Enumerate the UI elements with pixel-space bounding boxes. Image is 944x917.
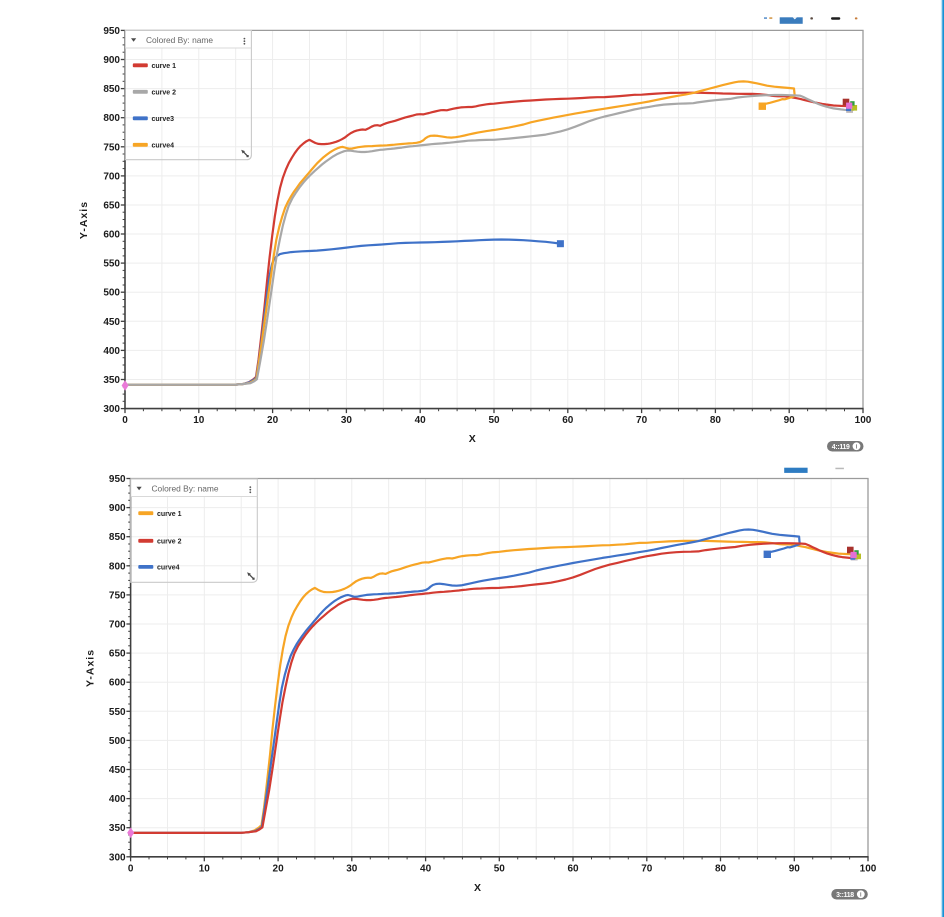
svg-text:curve 1: curve 1 [157,511,182,518]
svg-text:750: 750 [103,142,120,153]
svg-text:Y-Axis: Y-Axis [78,201,90,239]
svg-text:0: 0 [122,415,128,426]
svg-text:500: 500 [109,736,126,747]
svg-text:40: 40 [415,415,427,426]
svg-text:Colored By: name: Colored By: name [152,484,219,494]
svg-text:10: 10 [193,415,205,426]
svg-text:30: 30 [341,415,353,426]
svg-text:950: 950 [103,26,120,37]
svg-text:3::118: 3::118 [836,892,854,899]
svg-text:0: 0 [128,863,134,874]
svg-text:400: 400 [103,346,120,357]
svg-text:900: 900 [103,55,120,66]
svg-text:80: 80 [715,863,727,874]
svg-text:70: 70 [641,863,653,874]
svg-text:i: i [856,444,858,451]
svg-text:60: 60 [562,415,574,426]
svg-text:750: 750 [109,590,126,601]
svg-text:90: 90 [784,415,796,426]
svg-text:300: 300 [109,852,126,863]
svg-text:X: X [469,433,476,445]
svg-text:50: 50 [488,415,500,426]
svg-text:800: 800 [109,561,126,572]
svg-text:X: X [474,882,481,894]
svg-text:10: 10 [199,863,211,874]
svg-text:650: 650 [109,649,126,660]
svg-text:350: 350 [103,375,120,386]
svg-text:950: 950 [109,474,126,485]
svg-text:700: 700 [103,171,120,182]
svg-text:550: 550 [109,707,126,718]
svg-text:700: 700 [109,620,126,631]
svg-text:70: 70 [636,415,648,426]
svg-text:40: 40 [420,863,432,874]
svg-text:450: 450 [109,765,126,776]
svg-text:curve3: curve3 [152,116,175,123]
svg-text:100: 100 [860,863,877,874]
svg-text:30: 30 [346,863,358,874]
svg-text:600: 600 [109,678,126,689]
svg-text:80: 80 [710,415,722,426]
svg-text:curve4: curve4 [152,143,175,150]
svg-text:450: 450 [103,317,120,328]
svg-text:20: 20 [267,415,279,426]
svg-text:50: 50 [494,863,506,874]
svg-text:800: 800 [103,113,120,124]
svg-text:Colored By: name: Colored By: name [146,35,213,45]
svg-text:350: 350 [109,823,126,834]
svg-text:curve4: curve4 [157,565,180,572]
svg-text:i: i [860,892,862,899]
svg-text:550: 550 [103,259,120,270]
svg-text:20: 20 [273,863,285,874]
svg-text:4::119: 4::119 [832,444,850,451]
svg-text:90: 90 [789,863,801,874]
svg-text:500: 500 [103,288,120,299]
svg-text:curve 2: curve 2 [157,539,182,546]
svg-text:600: 600 [103,230,120,241]
svg-text:850: 850 [103,84,120,95]
svg-text:900: 900 [109,503,126,514]
svg-text:300: 300 [103,404,120,415]
svg-text:850: 850 [109,532,126,543]
svg-text:650: 650 [103,201,120,212]
svg-text:curve 1: curve 1 [152,63,177,70]
svg-text:100: 100 [855,415,872,426]
svg-text:60: 60 [567,863,579,874]
svg-text:curve 2: curve 2 [152,90,177,97]
svg-text:400: 400 [109,794,126,805]
svg-text:Y-Axis: Y-Axis [84,649,96,687]
